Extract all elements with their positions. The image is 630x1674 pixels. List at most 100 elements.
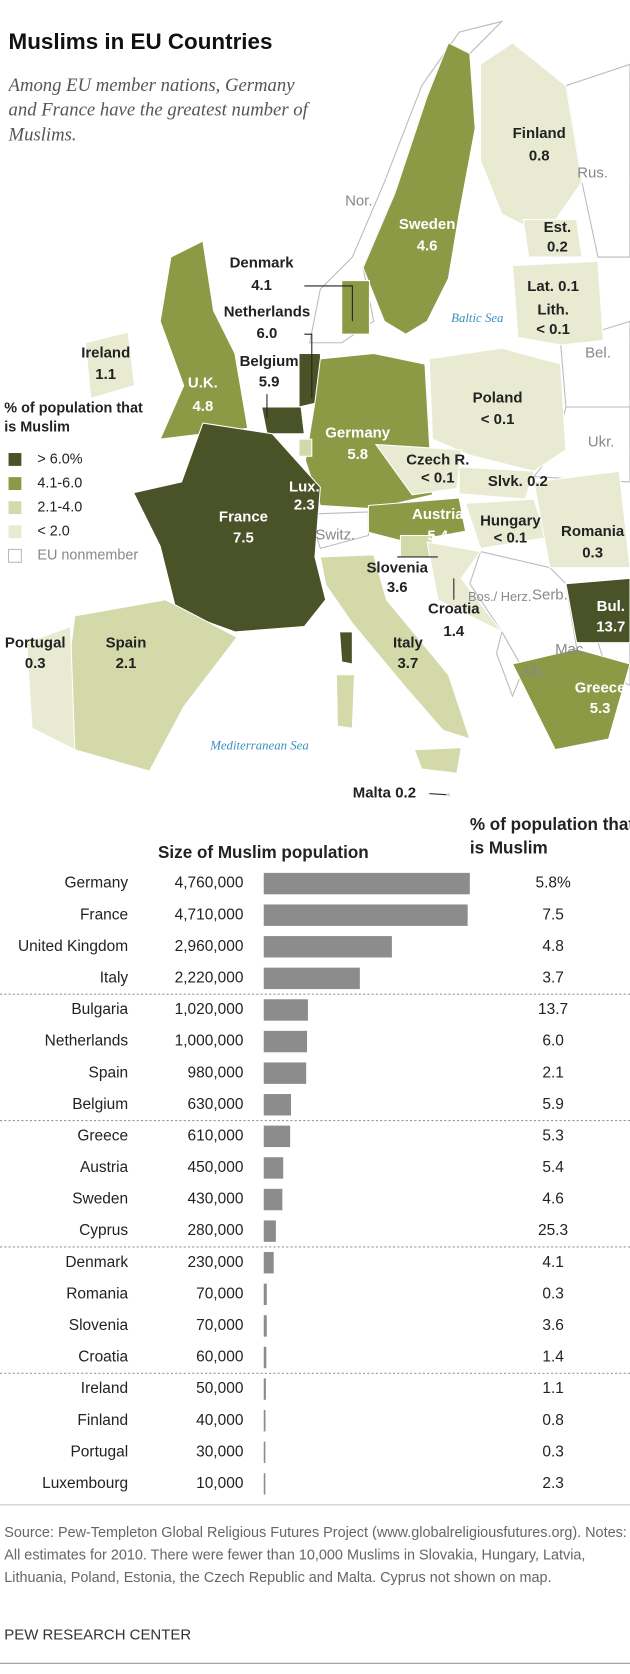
value-label: 280,000 xyxy=(188,1222,244,1239)
estonia-shape xyxy=(522,219,583,258)
luxembourg-shape xyxy=(298,438,313,457)
nonmember-label: Bos./ Herz. xyxy=(468,589,531,604)
country-name: Italy xyxy=(393,635,424,652)
nonmember-label: Alb. xyxy=(521,664,547,681)
category-label: Italy xyxy=(100,969,129,986)
country-value: 0.3 xyxy=(582,545,603,562)
country-value: < 0.1 xyxy=(481,411,515,428)
baltics-shape xyxy=(511,260,604,346)
country-value: 2.1 xyxy=(116,655,137,672)
country-value: 0.3 xyxy=(25,655,46,672)
portugal-shape xyxy=(26,625,76,751)
country-value: 0.2 xyxy=(527,473,548,490)
legend-title: % of population that is Muslim xyxy=(4,399,143,435)
bar xyxy=(263,904,468,926)
percent-label: 1.1 xyxy=(542,1380,564,1397)
bar xyxy=(263,1220,276,1242)
greece-shape xyxy=(511,648,630,751)
value-label: 4,710,000 xyxy=(175,906,244,923)
percent-label: 1.4 xyxy=(542,1349,564,1366)
country-name: U.K. xyxy=(188,374,218,391)
sardinia-shape xyxy=(335,674,356,729)
value-label: 450,000 xyxy=(188,1159,244,1176)
nonmember-label: Rus. xyxy=(577,164,608,181)
legend-swatch xyxy=(8,501,22,515)
belgium-shape xyxy=(260,406,305,435)
percent-label: 6.0 xyxy=(542,1033,564,1050)
country-value: 0.1 xyxy=(558,278,579,295)
uk-shape xyxy=(159,240,249,440)
category-label: Germany xyxy=(64,875,128,892)
legend-label: < 2.0 xyxy=(37,524,69,540)
category-label: Bulgaria xyxy=(71,1001,128,1018)
finland-shape xyxy=(479,42,583,237)
category-label: Cyprus xyxy=(79,1222,128,1239)
bar xyxy=(263,1188,283,1211)
country-value: 7.5 xyxy=(233,530,254,547)
croatia-shape xyxy=(426,541,503,633)
legend-swatch xyxy=(8,548,22,563)
country-name: Slvk. xyxy=(488,473,523,490)
legend-swatch xyxy=(8,477,22,490)
bar xyxy=(263,1157,284,1179)
bulgaria-shape xyxy=(565,577,630,644)
country-name: Germany xyxy=(325,425,390,442)
legend-label: > 6.0% xyxy=(37,451,82,467)
country-name: Lux. xyxy=(289,478,320,495)
albania-shape xyxy=(495,630,524,698)
country-value: 6.0 xyxy=(257,325,278,342)
value-label: 70,000 xyxy=(196,1317,244,1334)
malta-shape xyxy=(446,793,451,797)
country-value: 5.3 xyxy=(590,700,611,717)
legend-swatch xyxy=(8,453,22,466)
value-label: 630,000 xyxy=(188,1096,244,1113)
value-label: 40,000 xyxy=(196,1412,244,1429)
country-value: < 0.1 xyxy=(421,470,455,487)
country-value: 1.4 xyxy=(443,623,464,640)
nonmember-label: Serb. xyxy=(532,586,568,603)
category-label: Croatia xyxy=(78,1349,128,1366)
bar-header: Size of Muslim population xyxy=(158,843,369,862)
country-name: Est. xyxy=(544,219,571,236)
country-name: Belgium xyxy=(240,353,299,370)
country-value: < 0.1 xyxy=(494,530,528,547)
nonmember-label: Ukr. xyxy=(588,433,615,450)
value-label: 2,220,000 xyxy=(175,969,244,986)
category-label: United Kingdom xyxy=(18,938,128,955)
category-label: Romania xyxy=(66,1285,128,1302)
country-name: Sweden xyxy=(399,216,455,233)
category-label: Netherlands xyxy=(45,1033,129,1050)
legend-swatch xyxy=(8,525,22,539)
percent-label: 0.3 xyxy=(542,1443,564,1460)
romania-shape xyxy=(533,470,630,569)
bar xyxy=(263,1346,267,1369)
bar xyxy=(263,999,308,1021)
legend-title-box: % of population that is Muslim xyxy=(4,399,143,435)
percent-label: 0.8 xyxy=(542,1412,564,1429)
nonmember-label: Nor. xyxy=(345,192,372,209)
category-label: Sweden xyxy=(72,1191,128,1208)
poland-shape xyxy=(428,347,567,472)
bar xyxy=(263,872,470,895)
percent-label: 5.3 xyxy=(542,1127,564,1144)
percent-label: 5.9 xyxy=(542,1096,564,1113)
percent-header: % of population that is Muslim xyxy=(469,816,630,858)
subtitle-box: Among EU member nations, Germany and Fra… xyxy=(8,73,308,145)
country-name: Greece xyxy=(575,680,626,697)
country-value: 4.8 xyxy=(192,398,213,415)
category-label: Ireland xyxy=(81,1380,128,1397)
bar xyxy=(263,1252,274,1274)
country-value: 5.4 xyxy=(427,528,448,545)
source: Source: Pew-Templeton Global Religious F… xyxy=(4,1524,627,1586)
country-value: 2.3 xyxy=(294,496,315,513)
category-label: Slovenia xyxy=(69,1317,129,1334)
value-label: 4,760,000 xyxy=(175,875,244,892)
bar xyxy=(263,1473,266,1495)
sea-label: Mediterranean Sea xyxy=(209,738,309,752)
subtitle: Among EU member nations, Germany and Fra… xyxy=(8,73,308,145)
category-label: Portugal xyxy=(70,1443,128,1460)
value-label: 1,020,000 xyxy=(175,1001,244,1018)
country-name: Denmark xyxy=(230,254,295,271)
country-name: Czech R. xyxy=(406,451,469,468)
